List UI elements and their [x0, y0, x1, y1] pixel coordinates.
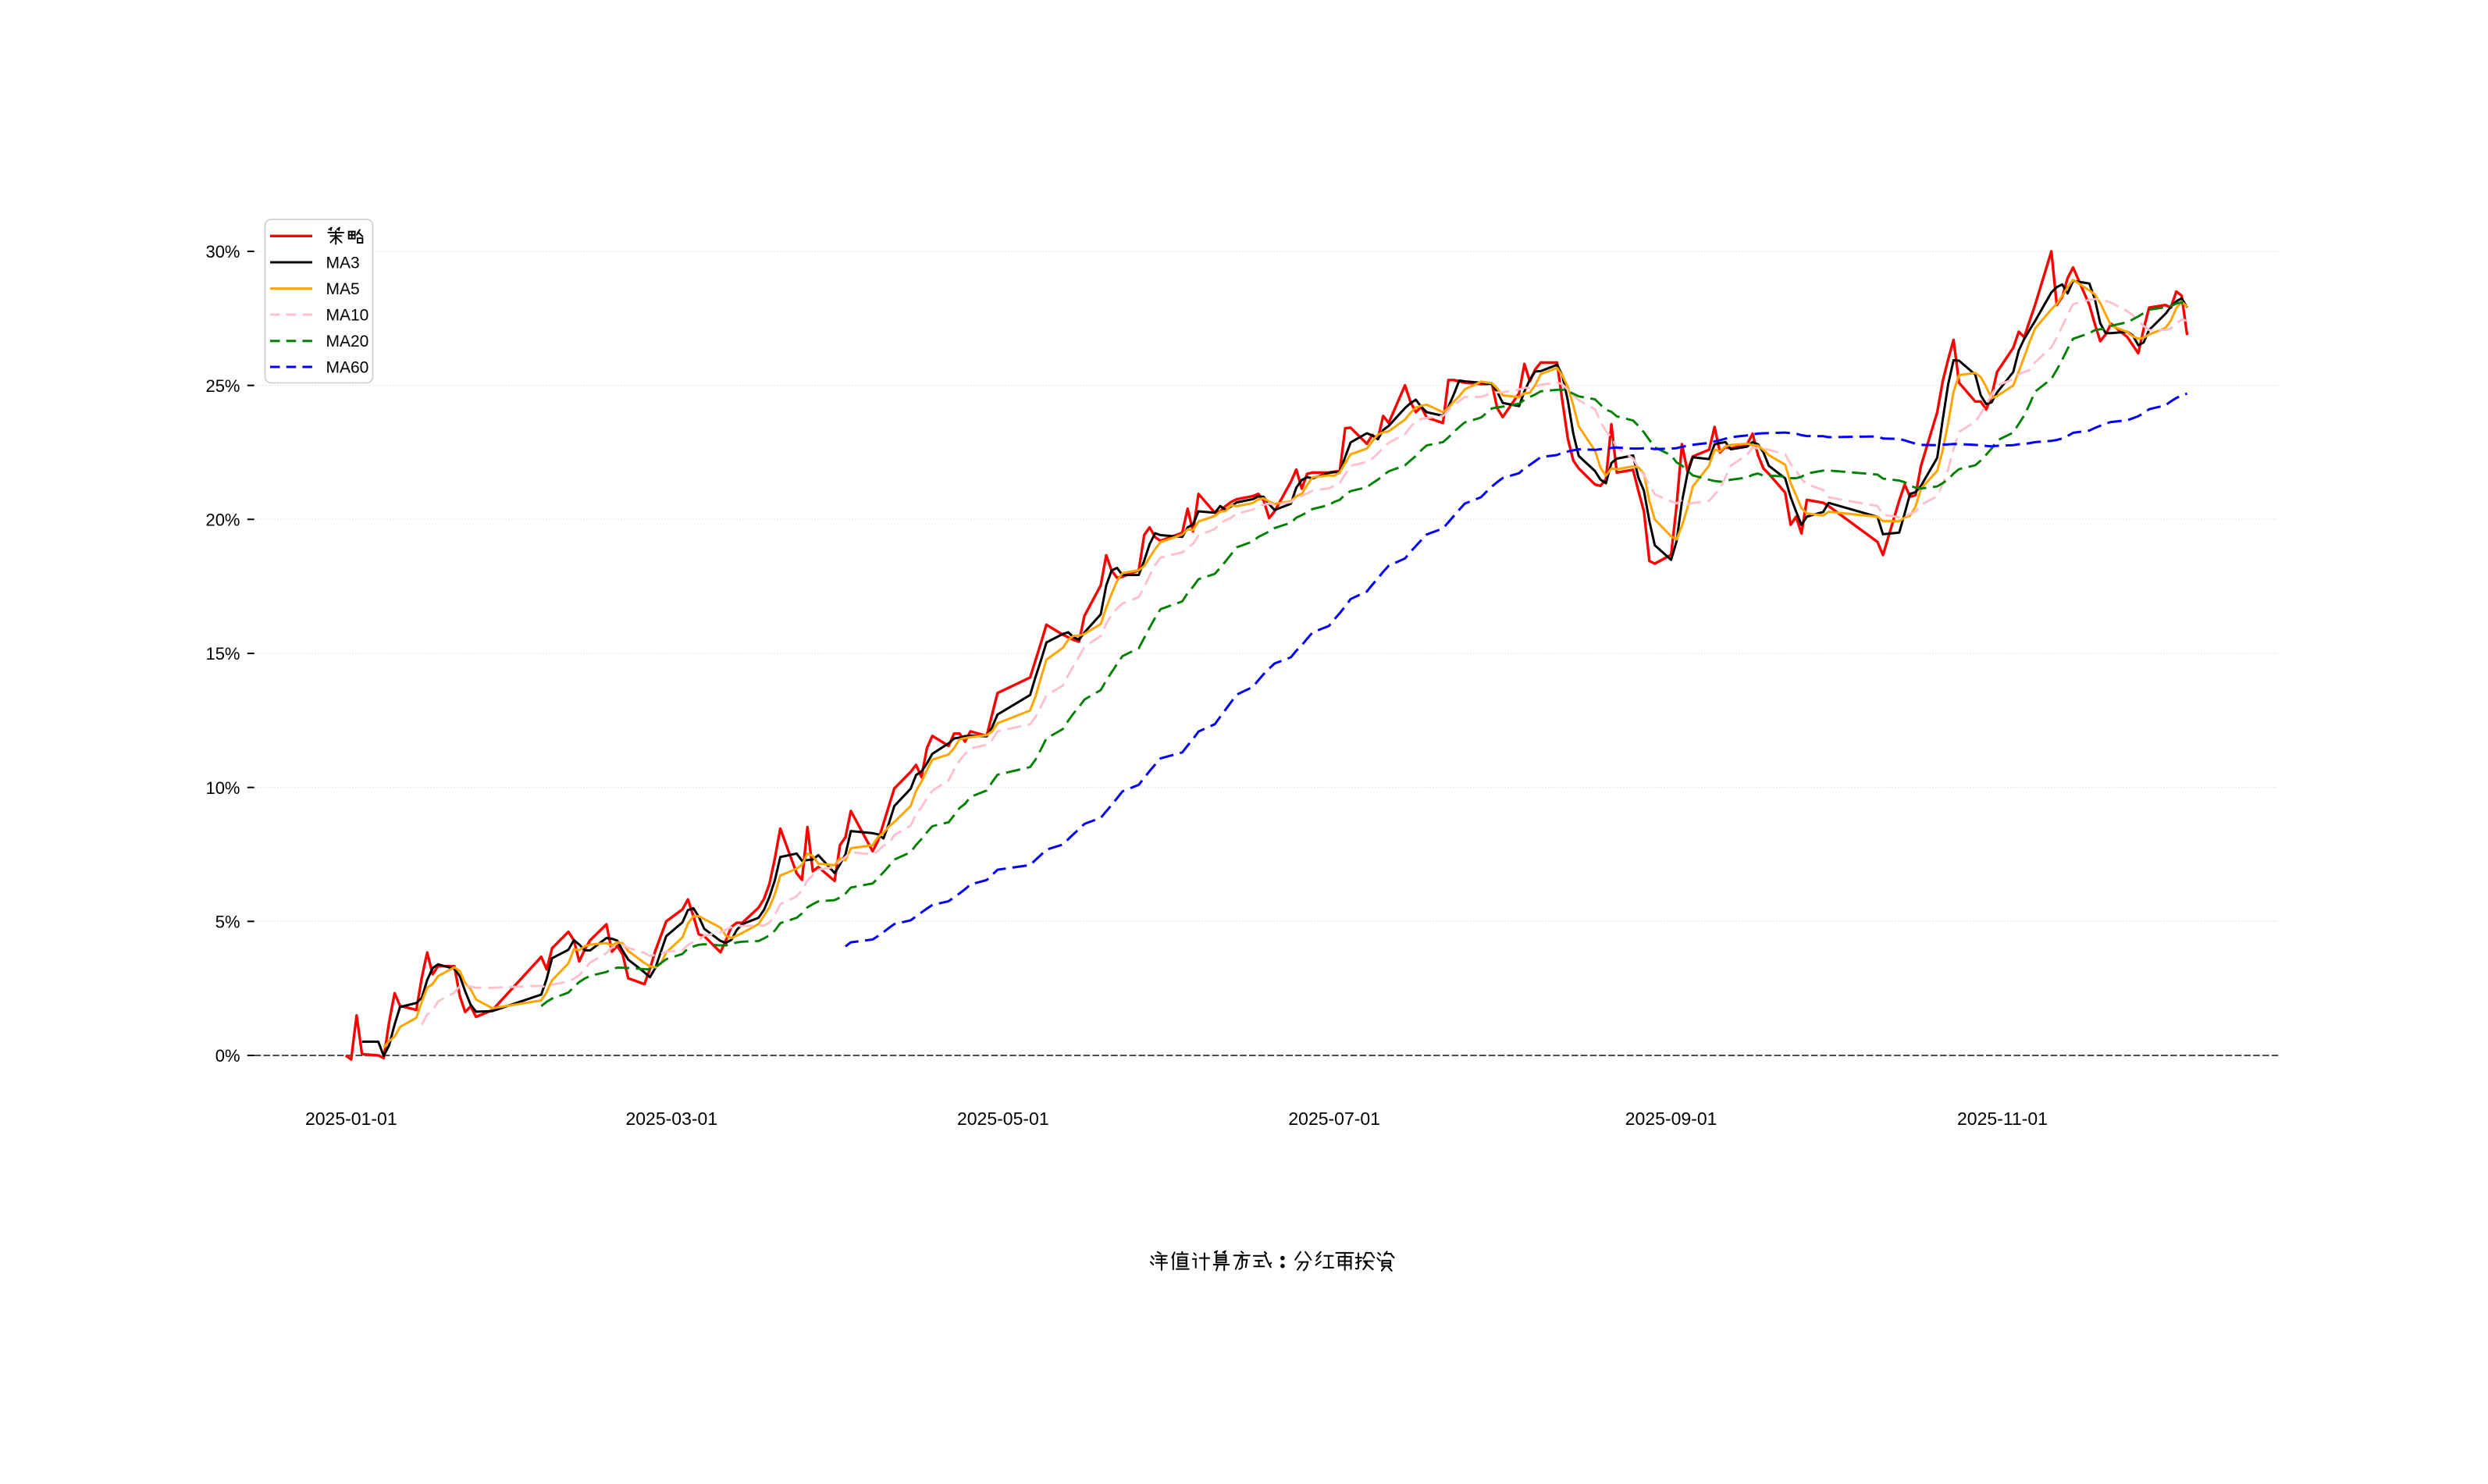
svg-text:MA20: MA20	[326, 333, 369, 351]
svg-text:2025-11-01: 2025-11-01	[1957, 1109, 2048, 1129]
svg-text:MA10: MA10	[326, 306, 369, 324]
svg-text:MA5: MA5	[326, 280, 360, 298]
svg-text:15%: 15%	[205, 644, 240, 664]
svg-text:2025-05-01: 2025-05-01	[957, 1109, 1049, 1129]
svg-text:MA60: MA60	[326, 358, 369, 376]
svg-text:5%: 5%	[215, 913, 240, 932]
svg-text:2025-01-01: 2025-01-01	[305, 1109, 397, 1129]
svg-text:30%: 30%	[205, 242, 240, 262]
svg-text:20%: 20%	[205, 511, 240, 530]
svg-text:2025-03-01: 2025-03-01	[625, 1109, 717, 1129]
svg-text:2025-09-01: 2025-09-01	[1625, 1109, 1717, 1129]
svg-text:MA3: MA3	[326, 254, 360, 272]
svg-text:2025-07-01: 2025-07-01	[1288, 1109, 1380, 1129]
svg-text:10%: 10%	[205, 778, 240, 798]
svg-text:25%: 25%	[205, 376, 240, 396]
svg-text:0%: 0%	[215, 1046, 240, 1066]
